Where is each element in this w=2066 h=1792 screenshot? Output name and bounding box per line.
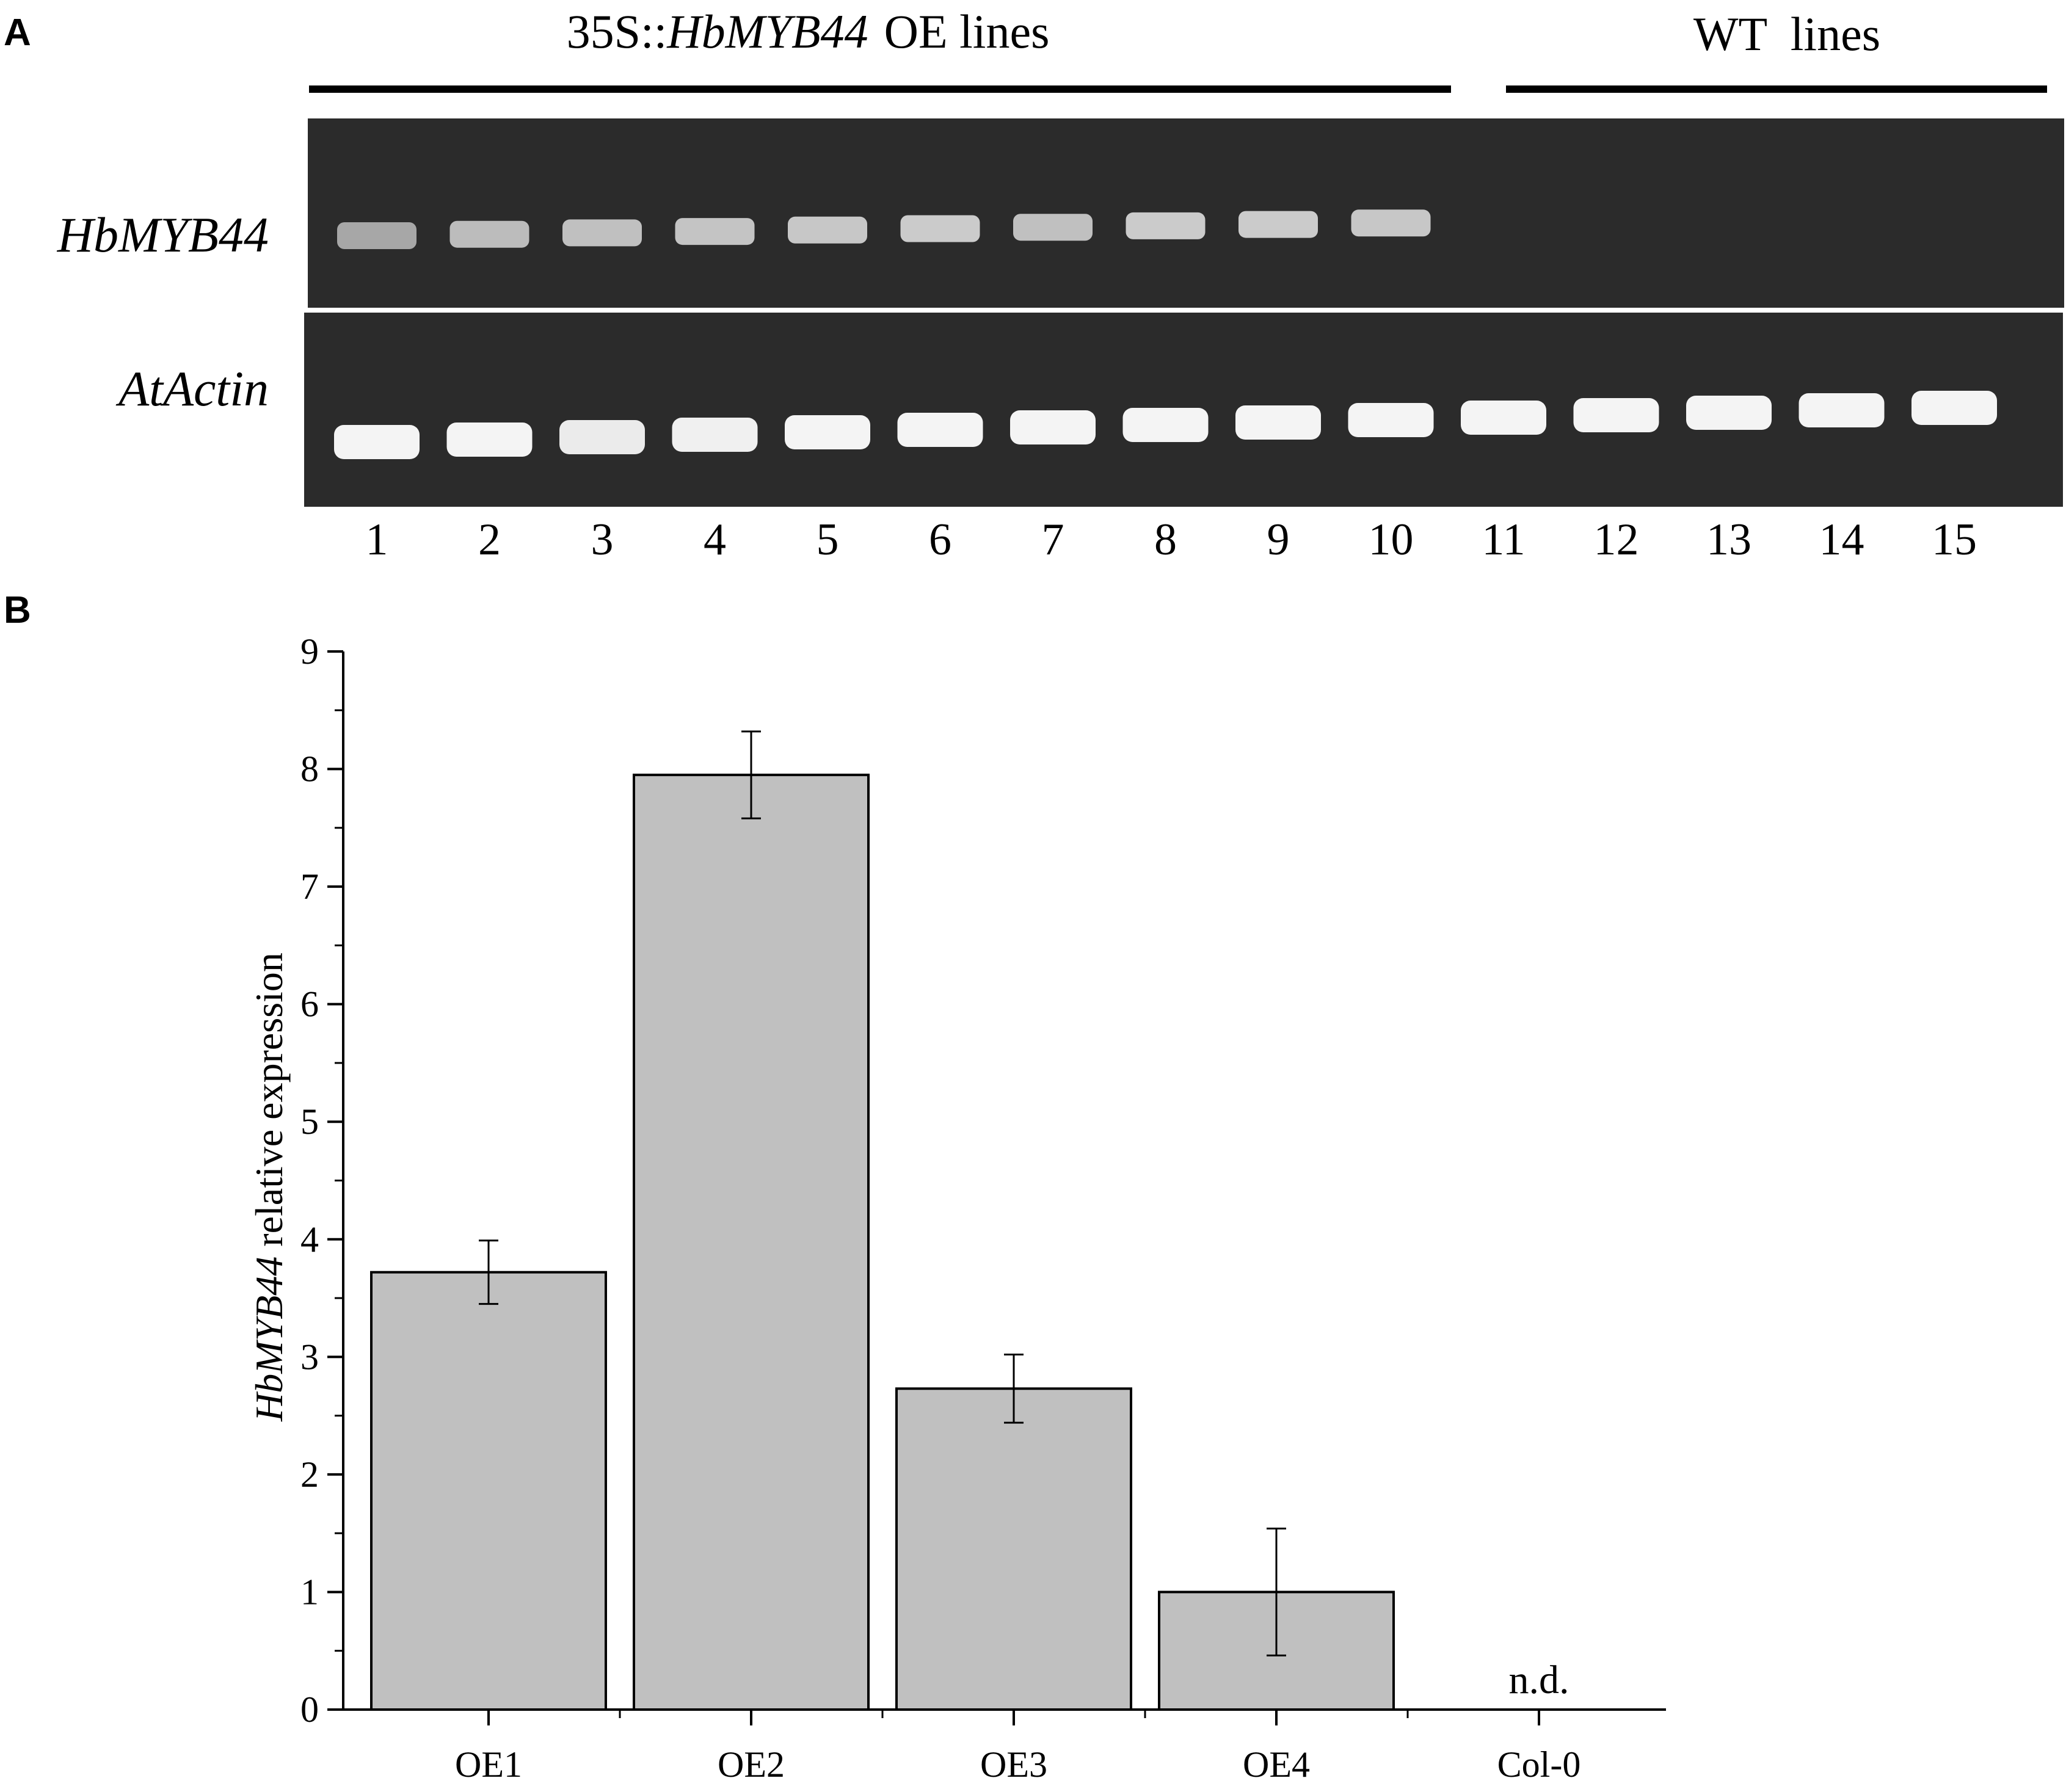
atactin-band-lane-11 (1461, 401, 1546, 435)
lane-number-7: 7 (1042, 515, 1064, 565)
bar-OE3 (895, 1387, 1132, 1711)
y-axis-ticks: 0 1 2 3 4 5 6 7 8 9 (300, 631, 343, 1730)
y-tick-label-3: 3 (300, 1337, 319, 1377)
gel-header-wt-bar (1506, 85, 2047, 93)
bar-chart-annotations: n.d. (1509, 1658, 1570, 1702)
hbmyb44-band-lane-7 (1013, 214, 1093, 241)
x-axis-ticks: OE1 OE2 OE3 OE4 Col-0 (455, 1710, 1580, 1785)
lane-number-8: 8 (1154, 515, 1177, 565)
atactin-band-lane-5 (785, 415, 870, 449)
atactin-band-lane-15 (1911, 391, 1997, 425)
atactin-band-lane-14 (1799, 393, 1885, 427)
atactin-band-lane-3 (559, 420, 645, 454)
y-axis-title: HbMYB44 relative expression (247, 952, 291, 1422)
y-tick-label-0: 0 (300, 1689, 319, 1730)
lane-number-13: 13 (1706, 515, 1751, 565)
y-tick-label-2: 2 (300, 1454, 319, 1495)
x-tick-label-OE4: OE4 (1243, 1744, 1310, 1785)
hbmyb44-band-lane-3 (562, 219, 642, 247)
lane-number-12: 12 (1594, 515, 1639, 565)
lane-number-9: 9 (1267, 515, 1290, 565)
gel-header-wt: WT lines (1693, 7, 1880, 60)
y-tick-label-8: 8 (300, 749, 319, 789)
panel-b-letter: B (4, 589, 31, 631)
atactin-band-lane-8 (1122, 408, 1209, 442)
atactin-band-lane-1 (334, 425, 420, 459)
hbmyb44-band-lane-6 (900, 215, 980, 242)
x-tick-label-Col-0: Col-0 (1497, 1744, 1581, 1785)
gel-row-label-atactin: AtActin (115, 361, 269, 416)
lane-number-4: 4 (704, 515, 726, 565)
bar-OE2 (633, 774, 870, 1711)
atactin-band-lane-6 (897, 413, 983, 447)
atactin-band-lane-2 (446, 423, 533, 457)
hbmyb44-band-lane-5 (788, 216, 867, 244)
bar-chart: 0 1 2 3 4 5 6 7 8 9 OE1 OE2 OE3 OE4 Col-0 n.d. HbMYB4… (247, 631, 1666, 1785)
gel-header-oe-prefix: 35S:: (567, 5, 667, 58)
y-tick-label-7: 7 (300, 866, 319, 907)
bar-OE1 (370, 1271, 607, 1711)
x-tick-label-OE1: OE1 (455, 1744, 522, 1785)
lane-number-5: 5 (817, 515, 839, 565)
gel-row-label-hbmyb44: HbMYB44 (57, 207, 269, 263)
y-axis-title-rest: relative expression (247, 952, 291, 1257)
gel-hbmyb44-bands (337, 209, 1431, 249)
x-tick-label-OE3: OE3 (980, 1744, 1047, 1785)
bar-chart-bars (370, 774, 1395, 1711)
panel-a-letter: A (4, 12, 31, 54)
annotation-Col-0: n.d. (1509, 1658, 1570, 1702)
hbmyb44-band-lane-1 (337, 222, 416, 249)
lane-number-3: 3 (591, 515, 614, 565)
hbmyb44-band-lane-4 (675, 218, 755, 245)
y-tick-label-1: 1 (300, 1572, 319, 1612)
lane-number-1: 1 (366, 515, 388, 565)
y-tick-label-9: 9 (300, 631, 319, 672)
y-tick-label-4: 4 (300, 1219, 319, 1260)
y-tick-label-5: 5 (300, 1101, 319, 1142)
y-axis-title-gene: HbMYB44 (247, 1257, 291, 1422)
lane-number-6: 6 (929, 515, 951, 565)
atactin-band-lane-9 (1235, 405, 1321, 440)
hbmyb44-band-lane-2 (449, 220, 529, 248)
lane-number-15: 15 (1932, 515, 1977, 565)
atactin-band-lane-12 (1573, 398, 1659, 432)
bar-chart-error-bars (479, 730, 1286, 1656)
atactin-band-lane-7 (1010, 410, 1096, 444)
hbmyb44-band-lane-10 (1351, 209, 1431, 237)
lane-number-2: 2 (478, 515, 501, 565)
gel-header-oe-suffix: OE lines (884, 5, 1050, 58)
atactin-band-lane-13 (1686, 396, 1772, 430)
gel-header-oe-gene: HbMYB44 (666, 5, 868, 58)
gel-header-oe: 35S::HbMYB44 OE lines (567, 5, 1050, 58)
lane-number-10: 10 (1369, 515, 1414, 565)
y-tick-label-6: 6 (300, 984, 319, 1025)
hbmyb44-band-lane-8 (1126, 212, 1206, 239)
gel-atactin-bands (334, 391, 1997, 459)
lane-number-14: 14 (1819, 515, 1864, 565)
gel-header-oe-bar (309, 85, 1451, 93)
x-tick-label-OE2: OE2 (718, 1744, 785, 1785)
atactin-band-lane-4 (672, 418, 758, 452)
atactin-band-lane-10 (1348, 403, 1434, 437)
gel-lane-numbers: 1 2 3 4 5 6 7 8 9 10 11 12 13 14 15 (366, 515, 1977, 565)
lane-number-11: 11 (1482, 515, 1525, 565)
hbmyb44-band-lane-9 (1239, 211, 1318, 238)
